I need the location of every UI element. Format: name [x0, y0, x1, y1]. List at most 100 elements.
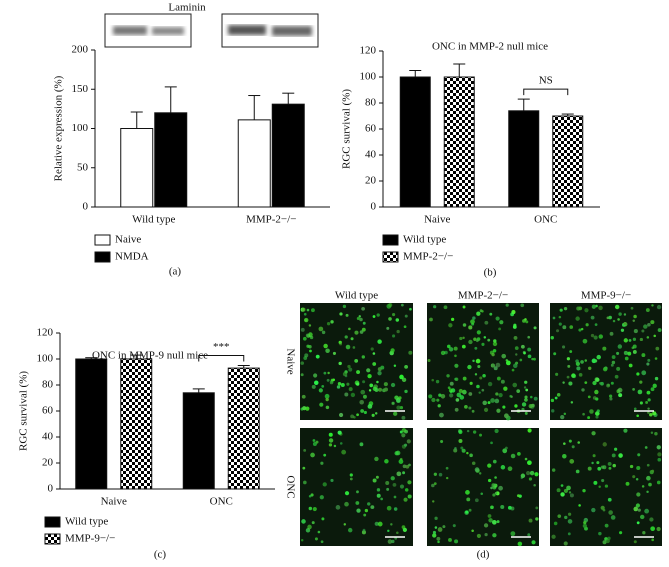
cell: [527, 354, 532, 359]
cell: [624, 356, 629, 361]
cell: [641, 485, 645, 488]
cell: [346, 382, 350, 386]
cell: [616, 351, 620, 355]
cell: [399, 484, 405, 489]
cell: [313, 373, 318, 378]
cell: [650, 320, 655, 325]
cell: [376, 380, 379, 384]
cell: [303, 312, 307, 316]
cell: [356, 413, 359, 417]
cell: [524, 395, 528, 399]
cell: [592, 396, 597, 400]
cell: [466, 429, 470, 433]
cell: [301, 519, 306, 524]
cell: [594, 389, 599, 395]
cell: [492, 533, 497, 538]
cell: [483, 523, 489, 528]
cell: [451, 317, 455, 322]
cell: [636, 492, 641, 497]
cell: [553, 352, 557, 356]
cell: [591, 461, 594, 465]
blot-band: [228, 25, 266, 35]
cell: [645, 401, 649, 404]
cell: [348, 367, 353, 372]
cell: [429, 317, 433, 322]
cell: [563, 488, 568, 493]
cell: [655, 346, 660, 351]
cell: [571, 445, 575, 449]
cell: [646, 362, 650, 366]
cell: [567, 532, 571, 536]
cell: [308, 345, 312, 349]
cell: [321, 384, 325, 388]
cell: [647, 323, 651, 327]
cell: [359, 442, 364, 447]
cell: [656, 445, 661, 450]
cell: [628, 339, 632, 342]
cell: [476, 384, 480, 389]
cell: [300, 361, 305, 365]
cell: [590, 333, 595, 338]
cell: [651, 304, 654, 307]
cell: [611, 355, 616, 359]
cell: [656, 526, 661, 532]
cell: [401, 377, 407, 383]
cell: [362, 380, 366, 384]
cell: [407, 494, 412, 499]
cell: [466, 497, 471, 502]
y-tick-label: 20: [365, 175, 377, 187]
cell: [647, 407, 650, 410]
cell: [320, 540, 324, 544]
cell: [401, 433, 406, 438]
cell: [611, 453, 616, 458]
cell: [505, 360, 511, 366]
cell: [315, 440, 319, 444]
cell: [374, 387, 379, 393]
cell: [551, 468, 556, 472]
cell: [361, 327, 366, 332]
cell: [362, 321, 366, 325]
cell: [437, 540, 440, 544]
cell: [554, 396, 558, 400]
cell: [342, 371, 348, 377]
micrograph-background: [550, 303, 662, 420]
cell: [527, 428, 532, 433]
cell: [469, 381, 473, 385]
cell: [654, 431, 658, 436]
cell: [440, 350, 446, 356]
cell: [652, 383, 657, 388]
cell: [434, 526, 438, 529]
cell: [657, 452, 662, 457]
cell: [490, 441, 493, 445]
cell: [575, 361, 580, 366]
cell: [344, 335, 348, 339]
micrograph-background: [427, 303, 539, 420]
cell: [591, 304, 596, 309]
cell: [319, 402, 324, 407]
cell: [507, 505, 512, 510]
cell: [555, 372, 559, 376]
bar: [75, 358, 108, 490]
cell: [326, 322, 331, 326]
cell: [654, 376, 659, 381]
cell: [386, 505, 392, 511]
panel-label: (d): [477, 549, 490, 561]
cell: [612, 319, 616, 323]
cell: [528, 477, 533, 481]
legend-label: MMP-9−/−: [65, 533, 115, 545]
y-tick-label: 0: [371, 201, 377, 213]
bar: [508, 110, 540, 208]
cell: [391, 401, 395, 406]
cell: [300, 538, 304, 542]
cell: [583, 520, 587, 525]
cell: [487, 401, 491, 405]
cell: [311, 384, 316, 389]
cell: [350, 392, 356, 398]
western-blot: [104, 13, 319, 48]
cell: [629, 464, 634, 469]
cell: [524, 411, 528, 415]
cell: [402, 471, 406, 475]
cell: [499, 320, 504, 325]
cell: [556, 488, 561, 493]
